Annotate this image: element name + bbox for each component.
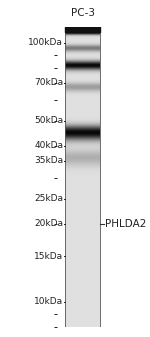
- Text: 100kDa: 100kDa: [28, 38, 63, 47]
- Text: PC-3: PC-3: [70, 8, 94, 18]
- Text: 15kDa: 15kDa: [34, 252, 63, 261]
- Text: 40kDa: 40kDa: [34, 141, 63, 150]
- Text: 70kDa: 70kDa: [34, 78, 63, 87]
- Text: 20kDa: 20kDa: [34, 219, 63, 228]
- Text: 25kDa: 25kDa: [34, 194, 63, 203]
- Text: 35kDa: 35kDa: [34, 156, 63, 165]
- Text: 50kDa: 50kDa: [34, 116, 63, 125]
- Text: PHLDA2: PHLDA2: [105, 219, 146, 229]
- Text: 10kDa: 10kDa: [34, 297, 63, 306]
